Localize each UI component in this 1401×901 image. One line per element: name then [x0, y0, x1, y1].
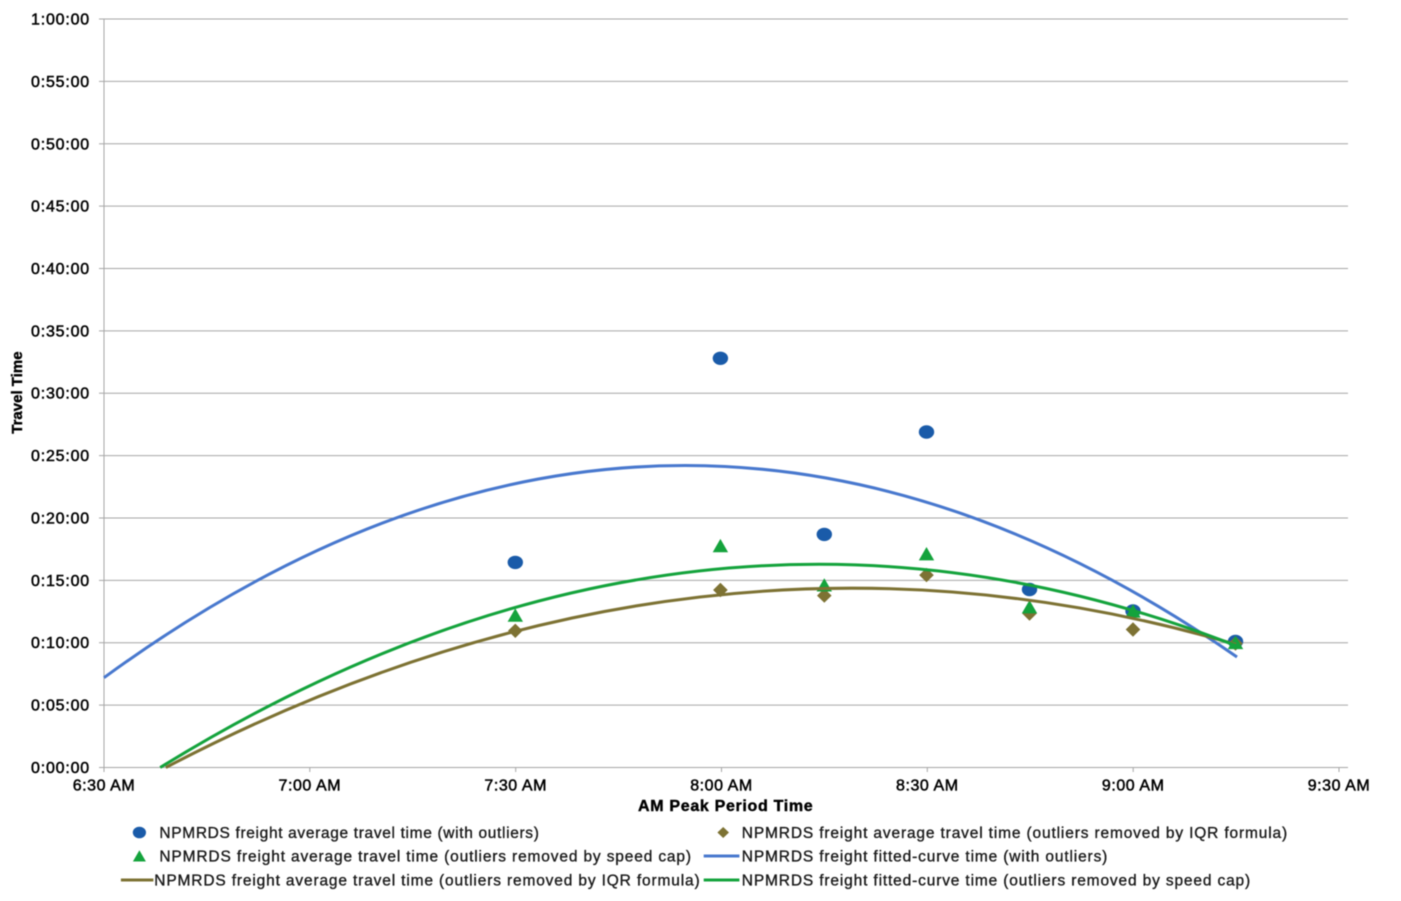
- svg-text:0:35:00: 0:35:00: [31, 323, 90, 340]
- svg-text:6:30 AM: 6:30 AM: [73, 778, 136, 795]
- svg-text:0:55:00: 0:55:00: [31, 74, 90, 91]
- svg-text:0:25:00: 0:25:00: [31, 448, 90, 465]
- svg-text:8:00 AM: 8:00 AM: [690, 778, 753, 795]
- svg-text:NPMRDS freight average travel: NPMRDS freight average travel time (outl…: [742, 825, 1288, 842]
- svg-text:0:10:00: 0:10:00: [31, 635, 90, 652]
- svg-text:0:20:00: 0:20:00: [31, 511, 90, 528]
- svg-text:Travel Time: Travel Time: [9, 351, 26, 433]
- svg-text:8:30 AM: 8:30 AM: [896, 778, 959, 795]
- svg-text:NPMRDS freight average travel: NPMRDS freight average travel time (outl…: [159, 849, 692, 866]
- svg-text:NPMRDS freight fitted-curve ti: NPMRDS freight fitted-curve time (with o…: [742, 849, 1108, 866]
- svg-text:7:00 AM: 7:00 AM: [279, 778, 342, 795]
- svg-text:9:30 AM: 9:30 AM: [1308, 778, 1371, 795]
- svg-text:0:30:00: 0:30:00: [31, 386, 90, 403]
- svg-text:9:00 AM: 9:00 AM: [1102, 778, 1165, 795]
- svg-text:NPMRDS freight fitted-curve ti: NPMRDS freight fitted-curve time (outlie…: [742, 873, 1251, 890]
- svg-text:0:40:00: 0:40:00: [31, 261, 90, 278]
- svg-text:AM Peak Period Time: AM Peak Period Time: [638, 798, 813, 815]
- svg-text:NPMRDS freight average travel: NPMRDS freight average travel time (with…: [159, 825, 539, 842]
- svg-text:0:15:00: 0:15:00: [31, 573, 90, 590]
- svg-text:7:30 AM: 7:30 AM: [484, 778, 547, 795]
- svg-text:1:00:00: 1:00:00: [31, 12, 90, 29]
- svg-text:0:00:00: 0:00:00: [31, 760, 90, 777]
- svg-text:NPMRDS freight average travel: NPMRDS freight average travel time (outl…: [154, 873, 700, 890]
- svg-text:0:05:00: 0:05:00: [31, 698, 90, 715]
- svg-text:0:45:00: 0:45:00: [31, 199, 90, 216]
- svg-text:0:50:00: 0:50:00: [31, 136, 90, 153]
